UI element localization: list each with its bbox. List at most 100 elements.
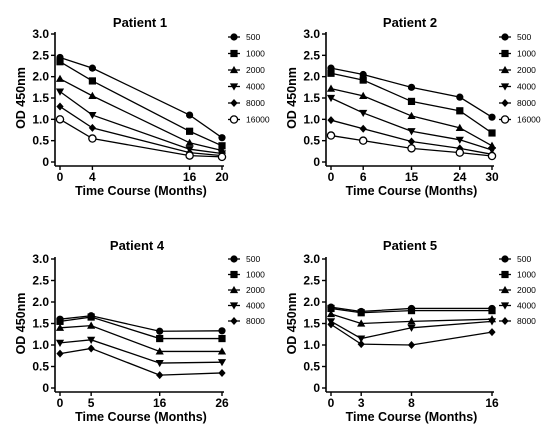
x-tick-label: 0 <box>57 170 64 184</box>
data-point-8000 <box>88 123 96 132</box>
data-point-1000 <box>186 127 194 135</box>
data-point-2000 <box>88 91 97 99</box>
legend-marker-2000 <box>229 65 239 74</box>
x-tick-label: 26 <box>215 396 229 410</box>
y-tick-label: 1.5 <box>303 91 320 105</box>
series-line-500 <box>59 315 223 332</box>
y-tick-label: 3.0 <box>303 27 320 41</box>
x-tick-label: 30 <box>485 170 499 184</box>
y-tick-label: 1.0 <box>303 338 320 352</box>
data-point-500 <box>218 134 226 142</box>
legend-label: 2000 <box>517 65 536 75</box>
data-point-8000 <box>407 137 416 146</box>
x-tick-label: 16 <box>485 396 499 410</box>
legend-marker-1000 <box>501 270 509 279</box>
series-line-4000 <box>59 339 223 364</box>
legend-marker-4000 <box>229 302 239 310</box>
legend-marker-8000 <box>230 99 238 107</box>
series-line-4000 <box>330 320 493 340</box>
x-axis-label: Time Course (Months) <box>75 410 207 424</box>
data-point-2000 <box>359 91 368 99</box>
data-point-2000 <box>87 321 96 329</box>
series-line-2000 <box>330 313 493 325</box>
y-tick-label: 1.0 <box>32 112 49 126</box>
legend-marker-1000 <box>230 49 238 58</box>
chart-panel-2: Patient 2 0 0.5 1.0 1.5 2.0 2.5 3.0 0 6 15 24 30 Time… <box>285 15 541 198</box>
data-point-16000 <box>487 151 497 161</box>
legend-label: 2000 <box>517 285 536 295</box>
y-tick-label: 0 <box>313 381 320 395</box>
data-point-500 <box>488 113 496 121</box>
legend-label: 1000 <box>517 49 536 59</box>
data-point-2000 <box>155 347 164 355</box>
y-tick-label: 0 <box>313 155 320 169</box>
y-tick-label: 0 <box>42 155 49 169</box>
series-line-2000 <box>59 78 223 152</box>
data-point-1000 <box>407 97 416 106</box>
data-point-1000 <box>218 334 226 343</box>
legend-marker-500 <box>230 255 238 263</box>
data-point-1000 <box>359 76 367 84</box>
data-point-2000 <box>326 309 336 318</box>
x-tick-label: 0 <box>328 396 335 410</box>
legend-marker-500 <box>230 33 238 41</box>
y-tick-label: 2.0 <box>32 70 49 84</box>
legend-label: 16000 <box>246 115 270 125</box>
legend-marker-4000 <box>500 83 510 91</box>
legend-label: 16000 <box>517 115 541 125</box>
legend-marker-2000 <box>500 285 510 294</box>
data-point-16000 <box>358 136 368 145</box>
series-line-8000 <box>330 323 493 346</box>
legend-marker-16000 <box>500 115 510 124</box>
legend-label: 8000 <box>517 316 536 326</box>
series-line-8000 <box>59 105 223 157</box>
legend-marker-4000 <box>229 83 239 91</box>
legend-label: 4000 <box>517 82 536 92</box>
series-line-1000 <box>330 307 492 314</box>
data-point-2000 <box>185 138 194 146</box>
y-tick-label: 0.5 <box>303 134 320 148</box>
data-point-1000 <box>88 77 96 85</box>
y-tick-label: 1.5 <box>32 317 49 331</box>
data-point-8000 <box>357 340 365 349</box>
data-point-4000 <box>357 335 366 343</box>
data-point-8000 <box>327 320 335 329</box>
y-tick-label: 1.5 <box>303 317 320 331</box>
data-point-4000 <box>407 128 416 136</box>
data-point-4000 <box>487 318 497 326</box>
data-point-500 <box>218 327 226 335</box>
chart-title: Patient 1 <box>113 15 167 30</box>
y-tick-label: 1.0 <box>303 112 320 126</box>
series-line-4000 <box>59 91 223 155</box>
data-point-4000 <box>55 339 65 347</box>
data-point-500 <box>407 83 416 91</box>
chart-title: Patient 4 <box>110 238 165 253</box>
legend-label: 4000 <box>246 82 265 92</box>
legend-marker-4000 <box>500 302 510 310</box>
data-point-16000 <box>455 148 465 157</box>
legend-marker-8000 <box>501 317 509 325</box>
y-tick-label: 1.5 <box>32 91 49 105</box>
data-point-2000 <box>55 74 65 82</box>
legend-marker-500 <box>501 33 509 41</box>
data-point-500 <box>88 64 96 72</box>
y-tick-label: 2.0 <box>303 70 320 84</box>
data-point-1000 <box>327 304 335 313</box>
data-point-16000 <box>217 152 227 162</box>
data-point-1000 <box>56 317 64 325</box>
legend-label: 8000 <box>246 98 265 108</box>
y-tick-label: 2.5 <box>303 274 320 288</box>
data-point-16000 <box>55 115 65 124</box>
legend-label: 500 <box>246 254 260 264</box>
legend-label: 2000 <box>246 65 265 75</box>
data-point-4000 <box>87 336 96 344</box>
data-point-1000 <box>456 107 464 115</box>
x-tick-label: 15 <box>405 170 419 184</box>
data-point-4000 <box>155 359 164 368</box>
x-tick-label: 5 <box>88 396 95 410</box>
legend-label: 500 <box>517 254 531 264</box>
data-point-16000 <box>185 151 194 160</box>
series-line-500 <box>330 306 492 313</box>
x-tick-label: 0 <box>57 396 64 410</box>
